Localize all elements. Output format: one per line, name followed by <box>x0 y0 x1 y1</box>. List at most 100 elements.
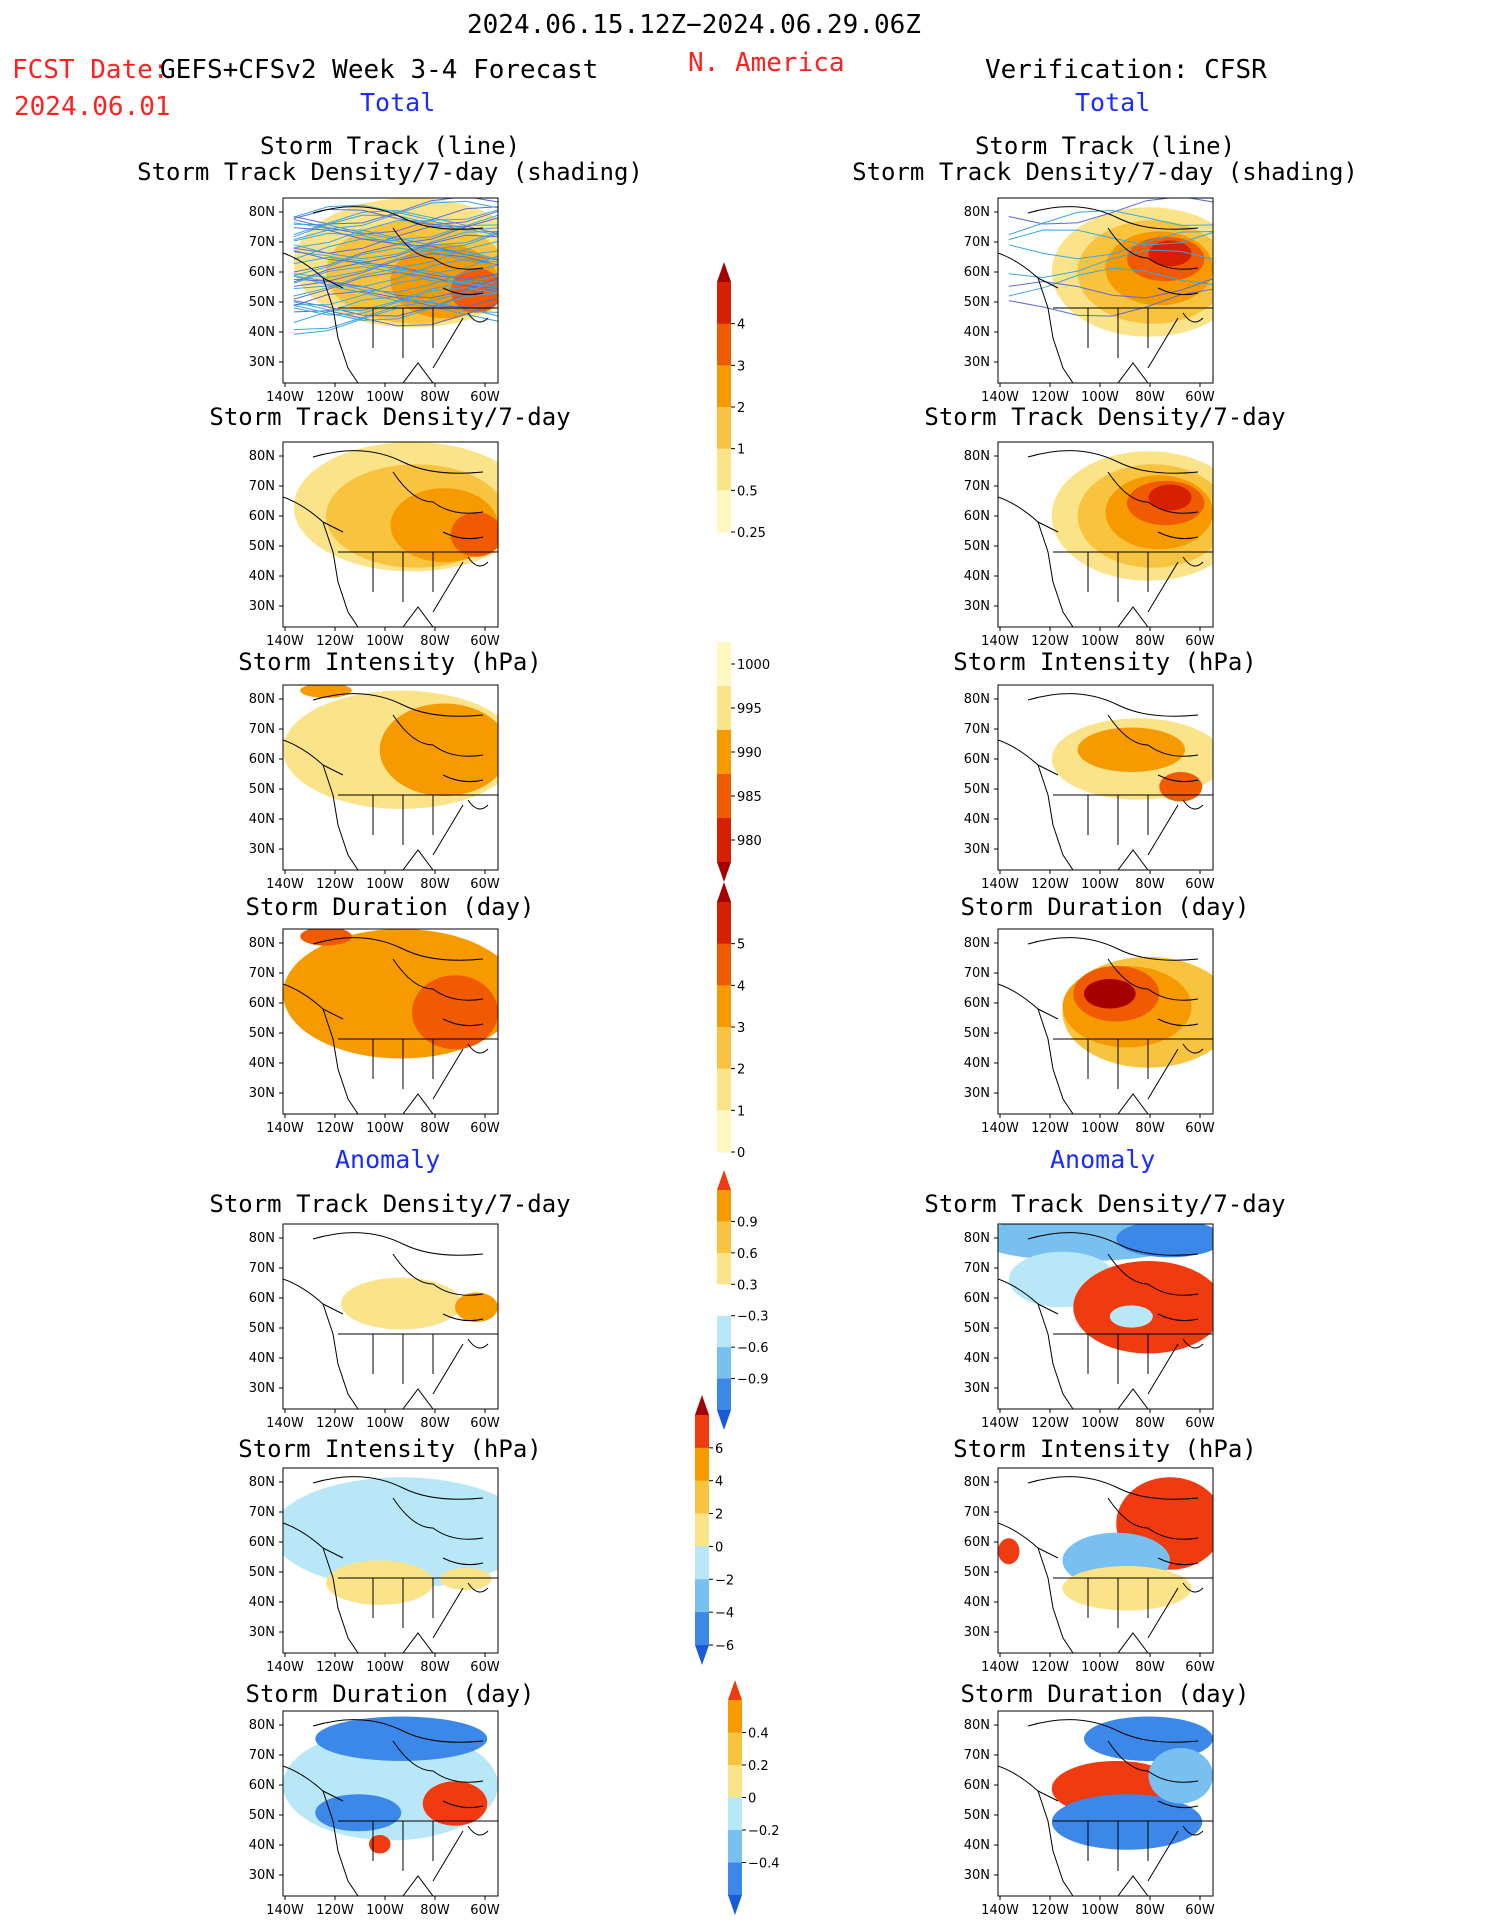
colorbar-segment <box>717 490 731 533</box>
colorbar-segment <box>695 1612 709 1646</box>
coastline <box>283 937 498 1114</box>
lon-label: 100W <box>366 1121 404 1136</box>
lat-label: 70N <box>249 1261 275 1276</box>
lon-label: 80W <box>1135 390 1165 405</box>
lat-label: 80N <box>249 1718 275 1733</box>
lon-label: 60W <box>1185 634 1215 649</box>
lat-label: 60N <box>249 752 275 767</box>
shading-region <box>450 512 498 557</box>
lon-label: 100W <box>366 1660 404 1675</box>
shading-region <box>439 1567 492 1591</box>
lon-label: 60W <box>1185 1121 1215 1136</box>
panel-title-ob-track-1: Storm Track (line) <box>974 132 1236 160</box>
map-svg-ob-intensity: 80N 70N 60N 50N 40N 30N 140W 120W 100W 80W 60W <box>964 684 1215 892</box>
map-svg-ob-duration: 80N 70N 60N 50N 40N 30N 140W 120W 100W 80W 60W <box>964 928 1215 1136</box>
section-total-verification: Total <box>1075 88 1151 117</box>
colorbar-label: 4 <box>737 318 745 333</box>
colorbar-label: −6 <box>715 1639 734 1654</box>
lat-label: 80N <box>964 449 990 464</box>
map-panel-fc-duration-anom: 80N 70N 60N 50N 40N 30N 140W 120W 100W 80W 60W <box>249 1710 500 1926</box>
shading-region <box>1148 1748 1213 1804</box>
lon-label: 120W <box>1031 390 1069 405</box>
lat-label: 40N <box>249 1056 275 1071</box>
map-svg-fc-density-anom: 80N 70N 60N 50N 40N 30N 140W 120W 100W 80W 60W <box>249 1223 500 1431</box>
lat-label: 50N <box>964 1026 990 1041</box>
colorbar-segment <box>717 774 731 819</box>
lon-label: 100W <box>1081 877 1119 892</box>
colorbar-segment <box>717 407 731 450</box>
lat-label: 30N <box>249 842 275 857</box>
colorbar-segment <box>695 1579 709 1613</box>
map-panel-fc-density-anom: 80N 70N 60N 50N 40N 30N 140W 120W 100W 80W 60W <box>249 1223 500 1439</box>
colorbar-segment <box>717 1068 731 1111</box>
lat-label: 50N <box>249 295 275 310</box>
storm-track-line <box>293 238 498 260</box>
colorbar-intensity-anom: 6 4 2 0 −2 −4 −6 <box>695 1395 765 1665</box>
colorbar-label: 0 <box>748 1792 756 1807</box>
colorbar-arrow-top <box>695 1395 709 1415</box>
colorbar-label: 3 <box>737 1021 745 1036</box>
colorbar-label: 4 <box>715 1475 723 1490</box>
panel-title-fc-track-1: Storm Track (line) <box>259 132 521 160</box>
map-svg-fc-duration: 80N 70N 60N 50N 40N 30N 140W 120W 100W 80W 60W <box>249 928 500 1136</box>
storm-track-line <box>293 206 498 235</box>
storm-track-line <box>293 286 498 316</box>
lat-label: 50N <box>249 1808 275 1823</box>
storm-track-line <box>293 200 498 230</box>
lat-label: 50N <box>249 782 275 797</box>
map-svg-ob-duration-anom: 80N 70N 60N 50N 40N 30N 140W 120W 100W 80W 60W <box>964 1710 1215 1918</box>
lon-label: 120W <box>1031 877 1069 892</box>
colorbar-segment <box>717 365 731 408</box>
lon-label: 100W <box>366 1903 404 1918</box>
colorbar-label: 1000 <box>737 658 770 673</box>
colorbar-label: 0.5 <box>737 484 758 499</box>
map-panel-fc-intensity: 80N 70N 60N 50N 40N 30N 140W 120W 100W 80W 60W <box>249 684 500 900</box>
shading-region <box>455 1292 498 1323</box>
lon-label: 80W <box>420 1416 450 1431</box>
storm-track-line <box>1008 278 1213 299</box>
verification-label: Verification: CFSR <box>985 55 1267 85</box>
shading-region <box>1077 727 1186 772</box>
fcst-date: 2024.06.01 <box>14 92 171 122</box>
shading-region <box>1051 1794 1203 1850</box>
colorbar-density-anom: 0.9 0.6 0.3 −0.3 −0.6 −0.9 <box>717 1170 787 1430</box>
lat-label: 40N <box>964 1351 990 1366</box>
lat-label: 80N <box>249 1231 275 1246</box>
shading-region <box>1148 484 1192 511</box>
coastline <box>283 450 498 627</box>
panel-title-fc-intensity: Storm Intensity (hPa) <box>238 648 542 676</box>
colorbar-label: −0.4 <box>748 1857 780 1872</box>
lat-label: 70N <box>964 722 990 737</box>
lon-label: 60W <box>1185 1660 1215 1675</box>
fcst-date-label: FCST Date: <box>12 55 169 85</box>
lat-label: 70N <box>249 722 275 737</box>
lat-label: 70N <box>964 1261 990 1276</box>
map-frame <box>282 1710 499 1897</box>
lat-label: 50N <box>249 1026 275 1041</box>
map-svg-ob-density: 80N 70N 60N 50N 40N 30N 140W 120W 100W 80W 60W <box>964 441 1215 649</box>
colorbar-arrow-bottom <box>717 1410 731 1430</box>
colorbar-segment <box>717 686 731 731</box>
map-panel-ob-track: 80N 70N 60N 50N 40N 30N 140W 120W 100W 80W 60W <box>964 197 1215 413</box>
lon-label: 60W <box>1185 390 1215 405</box>
lat-label: 80N <box>964 692 990 707</box>
lat-label: 60N <box>964 1778 990 1793</box>
period-title: 2024.06.15.12Z−2024.06.29.06Z <box>467 10 921 40</box>
coastline <box>998 1719 1213 1896</box>
colorbar-label: 2 <box>737 1063 745 1078</box>
lon-label: 100W <box>366 634 404 649</box>
map-svg-ob-track: 80N 70N 60N 50N 40N 30N 140W 120W 100W 80W 60W <box>964 197 1215 405</box>
lat-label: 40N <box>964 325 990 340</box>
colorbar-segment <box>695 1415 709 1449</box>
lat-label: 30N <box>249 1868 275 1883</box>
colorbar-label: 0.4 <box>748 1727 769 1742</box>
colorbar-density: 4 3 2 1 0.5 0.25 <box>717 262 787 541</box>
colorbar-label: 2 <box>715 1508 723 1523</box>
colorbar-label: 0.6 <box>737 1247 758 1262</box>
lat-label: 30N <box>964 1625 990 1640</box>
colorbar-label: 4 <box>737 979 745 994</box>
panel-title-ob-intensity: Storm Intensity (hPa) <box>953 648 1257 676</box>
lon-label: 100W <box>1081 1660 1119 1675</box>
panel-title-ob-density-anom: Storm Track Density/7-day <box>924 1190 1286 1218</box>
shading-region <box>998 1538 1020 1565</box>
